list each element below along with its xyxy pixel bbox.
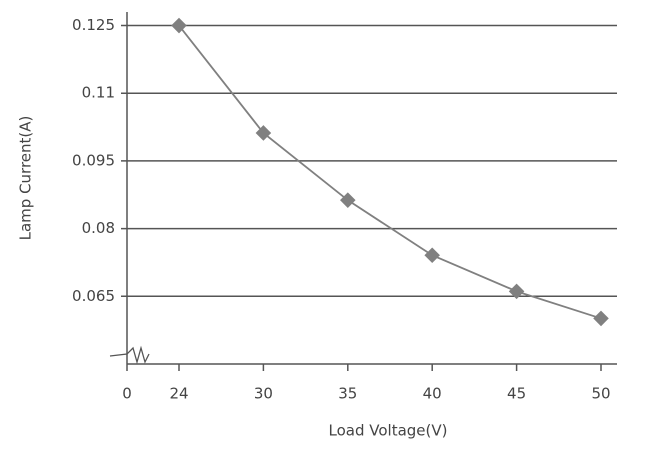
x-tick-label: 24 (169, 385, 188, 403)
y-tick-label: 0.08 (82, 219, 115, 237)
y-tick-label: 0.11 (82, 84, 115, 102)
y-tick-label: 0.125 (72, 16, 115, 34)
x-tick-label: 30 (254, 385, 273, 403)
x-tick-label: 50 (591, 385, 610, 403)
marker (508, 283, 525, 300)
x-tick-label: 45 (507, 385, 526, 403)
marker (171, 17, 187, 34)
x-tick-label: 35 (338, 385, 357, 403)
marker (424, 247, 440, 264)
axis-break (109, 345, 150, 365)
x-tick-label: 0 (122, 385, 132, 403)
line (178, 24, 602, 320)
y-tick-label: 0.065 (72, 287, 115, 305)
x-tick-label: 40 (423, 385, 442, 403)
marker (593, 310, 609, 327)
marker (340, 192, 356, 208)
x-axis-label: Load Voltage(V) (329, 422, 448, 440)
y-tick-label: 0.095 (72, 151, 115, 169)
y-axis-label: Lamp Current(A) (17, 116, 35, 241)
